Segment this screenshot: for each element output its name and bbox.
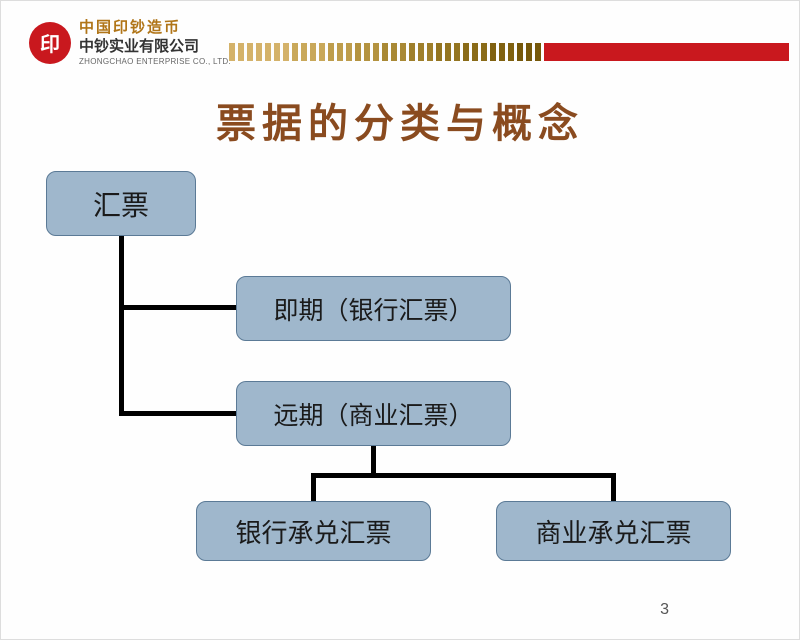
header-tick [310, 43, 316, 61]
header-tick [337, 43, 343, 61]
header-tick [319, 43, 325, 61]
diagram-node-root: 汇票 [46, 171, 196, 236]
connector-line [119, 236, 124, 414]
connector-line [311, 473, 616, 478]
header-red-bar [544, 43, 789, 61]
company-line1: 中国印钞造币 [79, 19, 231, 38]
header-tick [445, 43, 451, 61]
diagram-node-n2a: 银行承兑汇票 [196, 501, 431, 561]
connector-line [371, 446, 376, 476]
connector-line [611, 473, 616, 503]
page-number: 3 [660, 601, 669, 619]
header-tick [436, 43, 442, 61]
header-tick [346, 43, 352, 61]
slide-title: 票据的分类与概念 [1, 91, 799, 149]
header-tick [265, 43, 271, 61]
company-logo-icon: 印 [29, 22, 71, 64]
header-tick [490, 43, 496, 61]
connector-line [119, 305, 239, 310]
diagram-node-n1: 即期（银行汇票） [236, 276, 511, 341]
header-tick [247, 43, 253, 61]
header-tick [481, 43, 487, 61]
header-tick [283, 43, 289, 61]
hierarchy-diagram: 汇票即期（银行汇票） 远期（商业汇票） 银行承兑汇票 商业承兑汇票 [1, 171, 800, 601]
company-logo-area: 印 中国印钞造币 中钞实业有限公司 ZHONGCHAO ENTERPRISE C… [29, 19, 231, 67]
header-tick [508, 43, 514, 61]
header-tick [418, 43, 424, 61]
company-line2: 中钞实业有限公司 [79, 38, 231, 57]
header-tick [256, 43, 262, 61]
slide-header: 印 中国印钞造币 中钞实业有限公司 ZHONGCHAO ENTERPRISE C… [1, 1, 799, 71]
header-tick [409, 43, 415, 61]
diagram-node-n2: 远期（商业汇票） [236, 381, 511, 446]
header-tick [382, 43, 388, 61]
header-tick [301, 43, 307, 61]
header-tick [517, 43, 523, 61]
header-tick [355, 43, 361, 61]
header-tick [427, 43, 433, 61]
header-tick [400, 43, 406, 61]
header-tick [274, 43, 280, 61]
header-tick [229, 43, 235, 61]
connector-line [311, 473, 316, 503]
header-tick [328, 43, 334, 61]
header-tick [391, 43, 397, 61]
header-tick [364, 43, 370, 61]
company-line3: ZHONGCHAO ENTERPRISE CO., LTD. [79, 57, 231, 67]
header-tick [535, 43, 541, 61]
header-tick [373, 43, 379, 61]
header-tick [292, 43, 298, 61]
header-tick [526, 43, 532, 61]
header-tick [472, 43, 478, 61]
connector-line [119, 411, 239, 416]
diagram-node-n2b: 商业承兑汇票 [496, 501, 731, 561]
header-tick [499, 43, 505, 61]
company-text-block: 中国印钞造币 中钞实业有限公司 ZHONGCHAO ENTERPRISE CO.… [79, 19, 231, 67]
header-tick [463, 43, 469, 61]
header-tick [238, 43, 244, 61]
header-tick [454, 43, 460, 61]
header-decorative-bar [229, 43, 789, 61]
